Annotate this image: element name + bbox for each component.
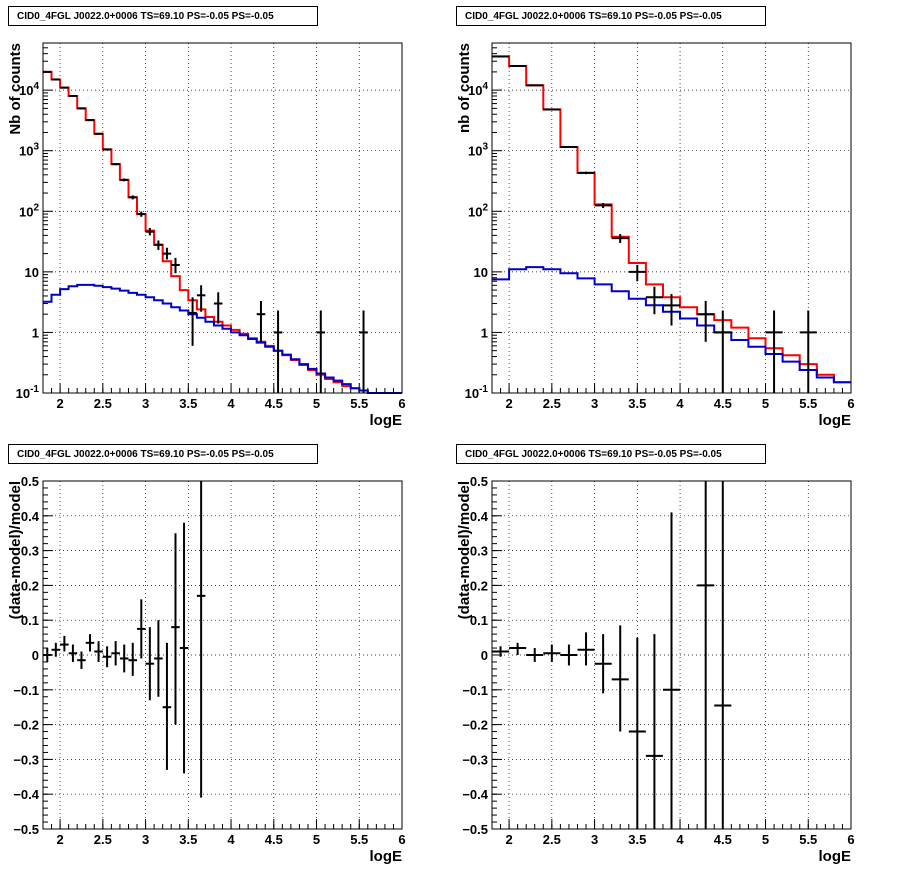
y-tick-label: 0.5 <box>470 474 488 489</box>
y-tick-label: −0.5 <box>462 822 488 837</box>
y-tick-label: −0.1 <box>462 683 488 698</box>
y-tick-label: −0.4 <box>13 787 39 802</box>
pad-2: 2 2.5 3 3.5 4 4.5 5 5.5 6 10-1 1 10 102 103 104 logE nb … <box>456 42 855 429</box>
pad-1: 2 2.5 3 3.5 4 4.5 5 5.5 6 10-1 1 10 102 103 104 logE Nb … <box>7 42 406 429</box>
y-tick-label: 0.3 <box>21 544 39 559</box>
y-tick-label: −0.2 <box>462 718 488 733</box>
x-tick-label: 4.5 <box>265 832 283 847</box>
y-tick-label: 102 <box>19 202 39 219</box>
x-tick-label: 4 <box>227 396 235 411</box>
y-tick-label: 0.2 <box>21 578 39 593</box>
x-tick-label: 3.5 <box>179 396 197 411</box>
x-axis-label: logE <box>819 412 852 429</box>
x-axis-label: logE <box>370 412 403 429</box>
y-tick-label: −0.2 <box>13 718 39 733</box>
y-tick-label: −0.1 <box>13 683 39 698</box>
plot-frame <box>42 42 403 394</box>
y-axis-label: nb of counts <box>456 43 473 133</box>
x-axis-label: logE <box>819 848 852 865</box>
y-tick-label: 0.4 <box>21 509 40 524</box>
x-tick-label: 4.5 <box>714 396 732 411</box>
y-tick-label: 0.4 <box>470 509 489 524</box>
y-axis-label: (data-model)/model <box>7 481 24 619</box>
x-tick-label: 5 <box>313 396 320 411</box>
model-histogram-total <box>492 55 851 384</box>
y-tick-label: −0.4 <box>462 787 488 802</box>
x-tick-label: 5.5 <box>350 396 368 411</box>
x-tick-label: 2 <box>505 396 512 411</box>
x-tick-label: 4.5 <box>265 396 283 411</box>
y-tick-label: 104 <box>19 81 39 98</box>
y-tick-label: 10-1 <box>16 384 40 401</box>
y-tick-label: 104 <box>468 81 488 98</box>
pad-3: 2 2.5 3 3.5 4 4.5 5 5.5 6 −0.5 −0.4 −0.3 −0.2 −0.1 0 0.… <box>7 474 406 865</box>
y-tick-label: −0.3 <box>13 752 39 767</box>
y-tick-label: 0.1 <box>470 613 488 628</box>
y-tick-label: 103 <box>19 142 39 159</box>
x-tick-label: 2.5 <box>543 396 561 411</box>
x-tick-label: 6 <box>398 832 405 847</box>
plot-frame <box>491 480 852 830</box>
x-tick-label: 4 <box>676 832 684 847</box>
x-tick-label: 2 <box>505 832 512 847</box>
y-tick-label: 103 <box>468 142 488 159</box>
x-tick-label: 5 <box>762 832 769 847</box>
x-tick-label: 2.5 <box>94 832 112 847</box>
x-tick-label: 6 <box>398 396 405 411</box>
y-tick-label: 0.3 <box>470 544 488 559</box>
x-tick-label: 2 <box>56 832 63 847</box>
x-axis-label: logE <box>370 848 403 865</box>
pad3-title: CID0_4FGL J0022.0+0006 TS=69.10 PS=-0.05… <box>8 444 318 464</box>
x-tick-label: 5 <box>313 832 320 847</box>
x-tick-label: 4.5 <box>714 832 732 847</box>
x-tick-label: 5.5 <box>799 832 817 847</box>
model-histogram-total <box>43 70 402 394</box>
pad1-title: CID0_4FGL J0022.0+0006 TS=69.10 PS=-0.05… <box>8 6 318 26</box>
x-tick-label: 5.5 <box>799 396 817 411</box>
x-tick-label: 6 <box>847 396 854 411</box>
x-tick-label: 4 <box>676 396 684 411</box>
plot-frame <box>491 42 852 394</box>
x-tick-label: 2.5 <box>94 396 112 411</box>
y-tick-label: 1 <box>481 325 488 340</box>
y-tick-label: 0 <box>481 648 488 663</box>
x-tick-label: 3 <box>591 832 598 847</box>
pad2-title: CID0_4FGL J0022.0+0006 TS=69.10 PS=-0.05… <box>456 6 766 26</box>
y-tick-label: 10-1 <box>465 384 489 401</box>
y-tick-label: −0.5 <box>13 822 39 837</box>
x-tick-label: 3.5 <box>628 396 646 411</box>
y-tick-label: 10 <box>25 265 39 280</box>
x-tick-label: 3 <box>142 832 149 847</box>
y-axis-label: Nb of counts <box>7 43 24 135</box>
x-tick-label: 4 <box>227 832 235 847</box>
y-tick-label: −0.3 <box>462 752 488 767</box>
x-tick-label: 3.5 <box>179 832 197 847</box>
x-tick-label: 3 <box>142 396 149 411</box>
x-tick-label: 6 <box>847 832 854 847</box>
pad4-title: CID0_4FGL J0022.0+0006 TS=69.10 PS=-0.05… <box>456 444 766 464</box>
y-tick-label: 10 <box>474 265 488 280</box>
x-tick-label: 3.5 <box>628 832 646 847</box>
pad-4: 2 2.5 3 3.5 4 4.5 5 5.5 6 −0.5 −0.4 −0.3 −0.2 −0.1 0 0.… <box>456 474 855 865</box>
y-tick-label: 1 <box>32 325 39 340</box>
x-tick-label: 2 <box>56 396 63 411</box>
x-tick-label: 5.5 <box>350 832 368 847</box>
model-histogram-source <box>43 283 402 394</box>
x-tick-label: 3 <box>591 396 598 411</box>
y-tick-label: 0 <box>32 648 39 663</box>
y-tick-label: 0.5 <box>21 474 39 489</box>
y-axis-label: (data-model)/model <box>456 481 473 619</box>
plot-frame <box>42 480 403 830</box>
y-tick-label: 0.2 <box>470 578 488 593</box>
x-tick-label: 5 <box>762 396 769 411</box>
x-tick-label: 2.5 <box>543 832 561 847</box>
y-tick-label: 102 <box>468 202 488 219</box>
y-tick-label: 0.1 <box>21 613 39 628</box>
